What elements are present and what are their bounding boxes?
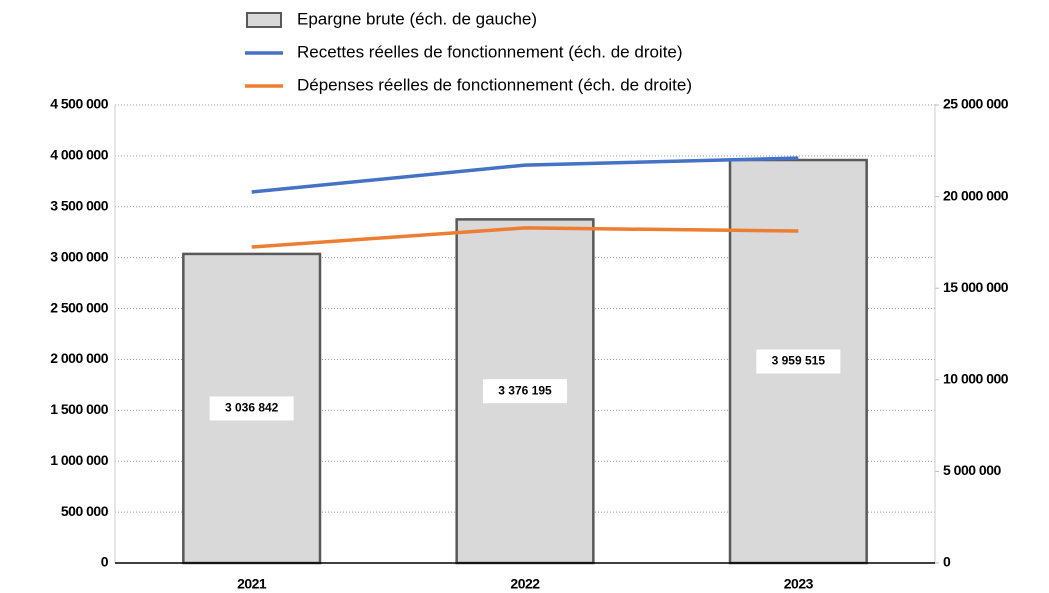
y-tick-label: 500 000 bbox=[61, 503, 109, 519]
y-tick-label: 0 bbox=[101, 554, 109, 570]
value-label: 3 959 515 bbox=[772, 354, 826, 368]
y-tick-label: 1 000 000 bbox=[50, 452, 108, 468]
y-tick-label: 3 500 000 bbox=[50, 197, 108, 213]
legend-swatch bbox=[246, 12, 282, 28]
legend-label: Recettes réelles de fonctionnement (éch.… bbox=[297, 42, 683, 61]
x-tick-label: 2023 bbox=[784, 576, 814, 592]
line bbox=[251, 226, 799, 249]
y-tick-label: 1 500 000 bbox=[50, 401, 108, 417]
y-tick-label: 2 500 000 bbox=[50, 299, 108, 315]
y-tick-label: 3 000 000 bbox=[50, 248, 108, 264]
y2-tick-label: 15 000 000 bbox=[943, 279, 1009, 295]
y2-tick-label: 20 000 000 bbox=[943, 187, 1009, 203]
y-tick-label: 4 500 000 bbox=[50, 96, 108, 112]
y-tick-label: 2 000 000 bbox=[50, 350, 108, 366]
x-tick-label: 2021 bbox=[237, 576, 267, 592]
value-label: 3 376 195 bbox=[498, 383, 552, 397]
value-label-box bbox=[483, 379, 567, 404]
x-tick-label: 2022 bbox=[510, 576, 540, 592]
legend-label: Epargne brute (éch. de gauche) bbox=[297, 9, 537, 28]
y2-tick-label: 5 000 000 bbox=[943, 462, 1001, 478]
y2-tick-label: 0 bbox=[943, 554, 951, 570]
y-tick-label: 4 000 000 bbox=[50, 147, 108, 163]
value-label-box bbox=[209, 396, 294, 421]
y2-tick-label: 10 000 000 bbox=[943, 371, 1009, 387]
y2-tick-label: 25 000 000 bbox=[943, 96, 1009, 112]
value-label-box bbox=[756, 349, 841, 374]
value-label: 3 036 842 bbox=[225, 401, 279, 415]
line bbox=[251, 156, 799, 194]
legend-label: Dépenses réelles de fonctionnement (éch.… bbox=[297, 75, 692, 94]
